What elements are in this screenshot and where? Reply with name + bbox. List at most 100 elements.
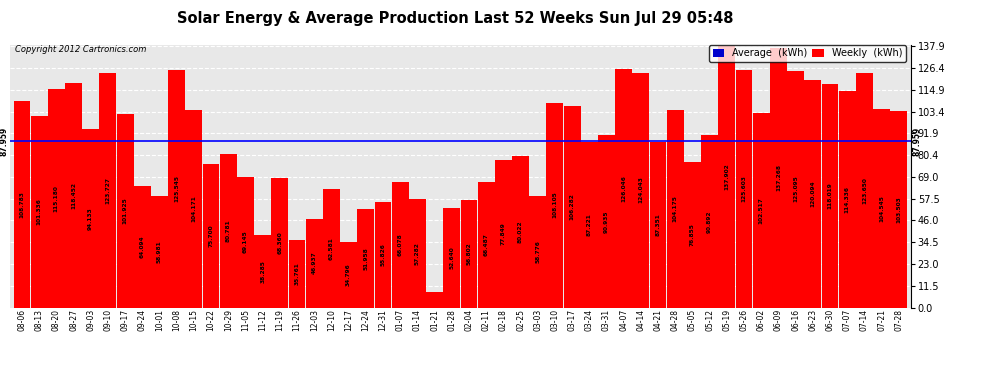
Bar	[14, 102, 31, 308]
Text: 90.892: 90.892	[707, 210, 712, 232]
Text: 55.826: 55.826	[380, 243, 385, 266]
Bar	[151, 196, 168, 308]
Bar	[444, 208, 460, 308]
Text: 52.640: 52.640	[449, 246, 454, 269]
Bar	[289, 240, 306, 308]
Bar	[357, 209, 374, 308]
Text: 56.802: 56.802	[466, 242, 471, 265]
Bar	[426, 292, 443, 308]
Bar	[203, 164, 220, 308]
Bar	[752, 113, 769, 308]
Text: 104.175: 104.175	[673, 195, 678, 222]
Text: 102.517: 102.517	[758, 197, 763, 224]
Bar	[701, 135, 718, 308]
Text: 66.078: 66.078	[398, 234, 403, 256]
Text: 108.105: 108.105	[552, 192, 557, 219]
Bar	[48, 89, 64, 308]
Text: 58.776: 58.776	[536, 240, 541, 263]
Bar	[873, 110, 890, 308]
Bar	[134, 186, 150, 308]
Text: 38.285: 38.285	[260, 260, 265, 283]
Text: 118.452: 118.452	[71, 182, 76, 209]
Bar	[82, 129, 99, 308]
Text: 94.133: 94.133	[88, 207, 93, 230]
Text: 87.221: 87.221	[587, 213, 592, 236]
Text: 123.727: 123.727	[105, 177, 111, 204]
Bar	[185, 110, 202, 308]
Bar	[254, 235, 271, 308]
Bar	[65, 83, 82, 308]
Text: 77.849: 77.849	[501, 222, 506, 245]
Bar	[392, 182, 409, 308]
Bar	[374, 202, 391, 308]
Bar	[99, 73, 116, 308]
Bar	[478, 182, 495, 308]
Text: 101.925: 101.925	[123, 198, 128, 224]
Text: 87.351: 87.351	[655, 213, 660, 236]
Text: 126.046: 126.046	[621, 175, 627, 202]
Bar	[271, 178, 288, 308]
Bar	[856, 73, 873, 308]
Bar	[220, 154, 237, 308]
Text: 120.094: 120.094	[810, 180, 816, 207]
Text: 137.268: 137.268	[776, 164, 781, 191]
Text: 58.981: 58.981	[157, 240, 162, 263]
Text: 124.043: 124.043	[639, 177, 644, 204]
Text: 34.796: 34.796	[346, 263, 351, 286]
Text: 114.336: 114.336	[844, 186, 849, 213]
Legend: Average  (kWh), Weekly  (kWh): Average (kWh), Weekly (kWh)	[709, 45, 906, 62]
Bar	[581, 142, 598, 308]
Bar	[719, 46, 736, 308]
Text: Copyright 2012 Cartronics.com: Copyright 2012 Cartronics.com	[15, 45, 147, 54]
Bar	[684, 162, 701, 308]
Bar	[890, 111, 907, 308]
Bar	[805, 80, 822, 308]
Text: 104.545: 104.545	[879, 195, 884, 222]
Bar	[495, 160, 512, 308]
Bar	[341, 242, 357, 308]
Bar	[323, 189, 340, 308]
Text: 62.581: 62.581	[329, 237, 334, 260]
Bar	[546, 103, 563, 308]
Bar	[822, 84, 839, 308]
Bar	[633, 72, 649, 308]
Bar	[306, 219, 323, 308]
Text: Solar Energy & Average Production Last 52 Weeks Sun Jul 29 05:48: Solar Energy & Average Production Last 5…	[177, 11, 734, 26]
Text: 75.700: 75.700	[209, 225, 214, 247]
Bar	[31, 116, 48, 308]
Bar	[563, 106, 580, 307]
Text: 68.360: 68.360	[277, 231, 282, 254]
Text: 101.336: 101.336	[37, 198, 42, 225]
Bar	[117, 114, 134, 308]
Text: 90.935: 90.935	[604, 210, 609, 232]
Text: 104.171: 104.171	[191, 195, 196, 222]
Text: 123.650: 123.650	[862, 177, 867, 204]
Text: 115.180: 115.180	[53, 185, 58, 212]
Text: 125.095: 125.095	[793, 176, 798, 202]
Bar	[615, 69, 632, 308]
Bar	[770, 48, 787, 308]
Text: 80.781: 80.781	[226, 220, 231, 242]
Text: 35.761: 35.761	[294, 262, 300, 285]
Bar	[787, 70, 804, 308]
Bar	[512, 156, 529, 308]
Text: 80.022: 80.022	[518, 220, 523, 243]
Bar	[409, 199, 426, 308]
Text: 137.902: 137.902	[725, 164, 730, 190]
Bar	[649, 142, 666, 308]
Bar	[598, 135, 615, 308]
Bar	[168, 70, 185, 308]
Text: 87.959: 87.959	[0, 126, 8, 156]
Text: 106.282: 106.282	[569, 194, 574, 220]
Bar	[460, 200, 477, 308]
Text: 103.503: 103.503	[896, 196, 901, 223]
Text: 66.487: 66.487	[484, 233, 489, 256]
Text: 64.094: 64.094	[140, 236, 145, 258]
Text: 46.937: 46.937	[312, 252, 317, 274]
Text: 69.145: 69.145	[243, 231, 248, 254]
Text: 125.545: 125.545	[174, 175, 179, 202]
Text: 76.855: 76.855	[690, 223, 695, 246]
Text: 51.958: 51.958	[363, 247, 368, 270]
Bar	[839, 91, 855, 308]
Text: 118.019: 118.019	[828, 182, 833, 209]
